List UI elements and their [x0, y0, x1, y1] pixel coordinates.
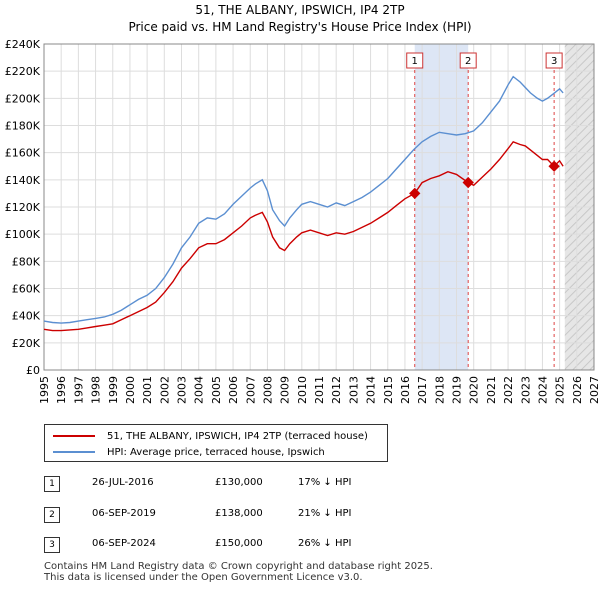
x-tick-label: 2023	[519, 376, 532, 404]
legend-item-hpi: HPI: Average price, terraced house, Ipsw…	[53, 445, 325, 459]
footer-license: This data is licensed under the Open Gov…	[44, 572, 363, 583]
footer-copyright: Contains HM Land Registry data © Crown c…	[44, 561, 433, 572]
x-tick-label: 2017	[416, 376, 429, 404]
chart-svg: £0 £20K £40K £60K £80K £100K £120K £140K £160K £1…	[5, 38, 600, 404]
x-tick-label: 2016	[399, 376, 412, 404]
transaction-hpi-diff: 26% ↓ HPI	[298, 538, 352, 549]
x-tick-label: 2006	[227, 376, 240, 404]
y-tick-label: £240K	[5, 38, 41, 51]
x-tick-label: 2022	[502, 376, 515, 404]
sale-point	[409, 187, 421, 200]
x-tick-label: 2013	[347, 376, 360, 404]
y-tick-label: £220K	[5, 65, 41, 78]
legend-label-hpi: HPI: Average price, terraced house, Ipsw…	[107, 446, 325, 458]
x-tick-label: 2007	[244, 376, 257, 404]
sale-marker-box	[459, 52, 477, 69]
transaction-badge: 2	[44, 507, 60, 523]
transaction-badge: 3	[44, 537, 60, 553]
y-tick-label: £60K	[12, 283, 41, 296]
y-tick-label: £0	[26, 364, 40, 377]
x-tick-label: 1999	[107, 376, 120, 404]
transaction-price: £150,000	[215, 538, 263, 549]
x-tick-label: 2001	[141, 376, 154, 404]
sale-marker-box	[545, 52, 563, 69]
x-tick-label: 2015	[382, 376, 395, 404]
property-series-line	[43, 140, 564, 332]
x-tick-label: 2011	[313, 376, 326, 404]
x-tick-label: 2020	[468, 376, 481, 404]
x-tick-label: 2004	[193, 376, 206, 404]
x-tick-label: 2002	[158, 376, 171, 404]
transaction-date: 26-JUL-2016	[92, 477, 154, 488]
y-tick-label: £200K	[5, 92, 41, 105]
sale-marker-label: 1	[412, 56, 418, 67]
plot-frame	[43, 43, 595, 371]
x-tick-label: 1998	[90, 376, 103, 404]
transaction-hpi-diff: 21% ↓ HPI	[298, 508, 352, 519]
y-tick-label: £40K	[12, 310, 41, 323]
x-tick-label: 2010	[296, 376, 309, 404]
hpi-series-line	[43, 75, 564, 324]
x-tick-label: 2009	[279, 376, 292, 404]
legend-swatch-property	[53, 435, 95, 437]
transaction-date: 06-SEP-2024	[92, 538, 156, 549]
x-tick-label: 2005	[210, 376, 223, 404]
x-tick-label: 2025	[554, 376, 567, 404]
x-tick-label: 2003	[176, 376, 189, 404]
transaction-hpi-diff: 17% ↓ HPI	[298, 477, 352, 488]
x-tick-label: 2012	[330, 376, 343, 404]
x-tick-label: 2026	[571, 376, 584, 404]
x-tick-label: 2008	[261, 376, 274, 404]
legend: 51, THE ALBANY, IPSWICH, IP4 2TP (terrac…	[44, 424, 388, 462]
x-tick-label: 2018	[433, 376, 446, 404]
y-tick-label: £100K	[5, 228, 41, 241]
x-tick-label: 2027	[588, 376, 600, 404]
sale-marker-label: 2	[465, 56, 471, 67]
legend-swatch-hpi	[53, 451, 95, 453]
sale-marker-box	[406, 52, 424, 69]
y-tick-label: £180K	[5, 120, 41, 133]
x-tick-label: 2021	[485, 376, 498, 404]
x-tick-label: 1995	[38, 376, 51, 404]
sale-marker-label: 3	[551, 56, 557, 67]
y-tick-label: £80K	[12, 255, 41, 268]
transaction-price: £138,000	[215, 508, 263, 519]
transaction-price: £130,000	[215, 477, 263, 488]
chart-title: 51, THE ALBANY, IPSWICH, IP4 2TP	[195, 3, 405, 17]
legend-item-property: 51, THE ALBANY, IPSWICH, IP4 2TP (terrac…	[53, 429, 368, 443]
x-tick-label: 2014	[365, 376, 378, 404]
x-tick-label: 2019	[451, 376, 464, 404]
x-tick-label: 2000	[124, 376, 137, 404]
y-tick-label: £140K	[5, 174, 41, 187]
y-tick-label: £20K	[12, 337, 41, 350]
y-tick-label: £160K	[5, 147, 41, 160]
sale-point	[548, 160, 560, 172]
x-tick-label: 1996	[55, 376, 68, 404]
sale-point	[462, 176, 474, 189]
transaction-date: 06-SEP-2019	[92, 508, 156, 519]
transaction-badge: 1	[44, 476, 60, 492]
x-tick-label: 1997	[72, 376, 85, 404]
x-tick-label: 2024	[536, 376, 549, 404]
legend-label-property: 51, THE ALBANY, IPSWICH, IP4 2TP (terrac…	[107, 430, 368, 442]
chart-subtitle: Price paid vs. HM Land Registry's House …	[128, 20, 472, 34]
y-tick-label: £120K	[5, 201, 41, 214]
